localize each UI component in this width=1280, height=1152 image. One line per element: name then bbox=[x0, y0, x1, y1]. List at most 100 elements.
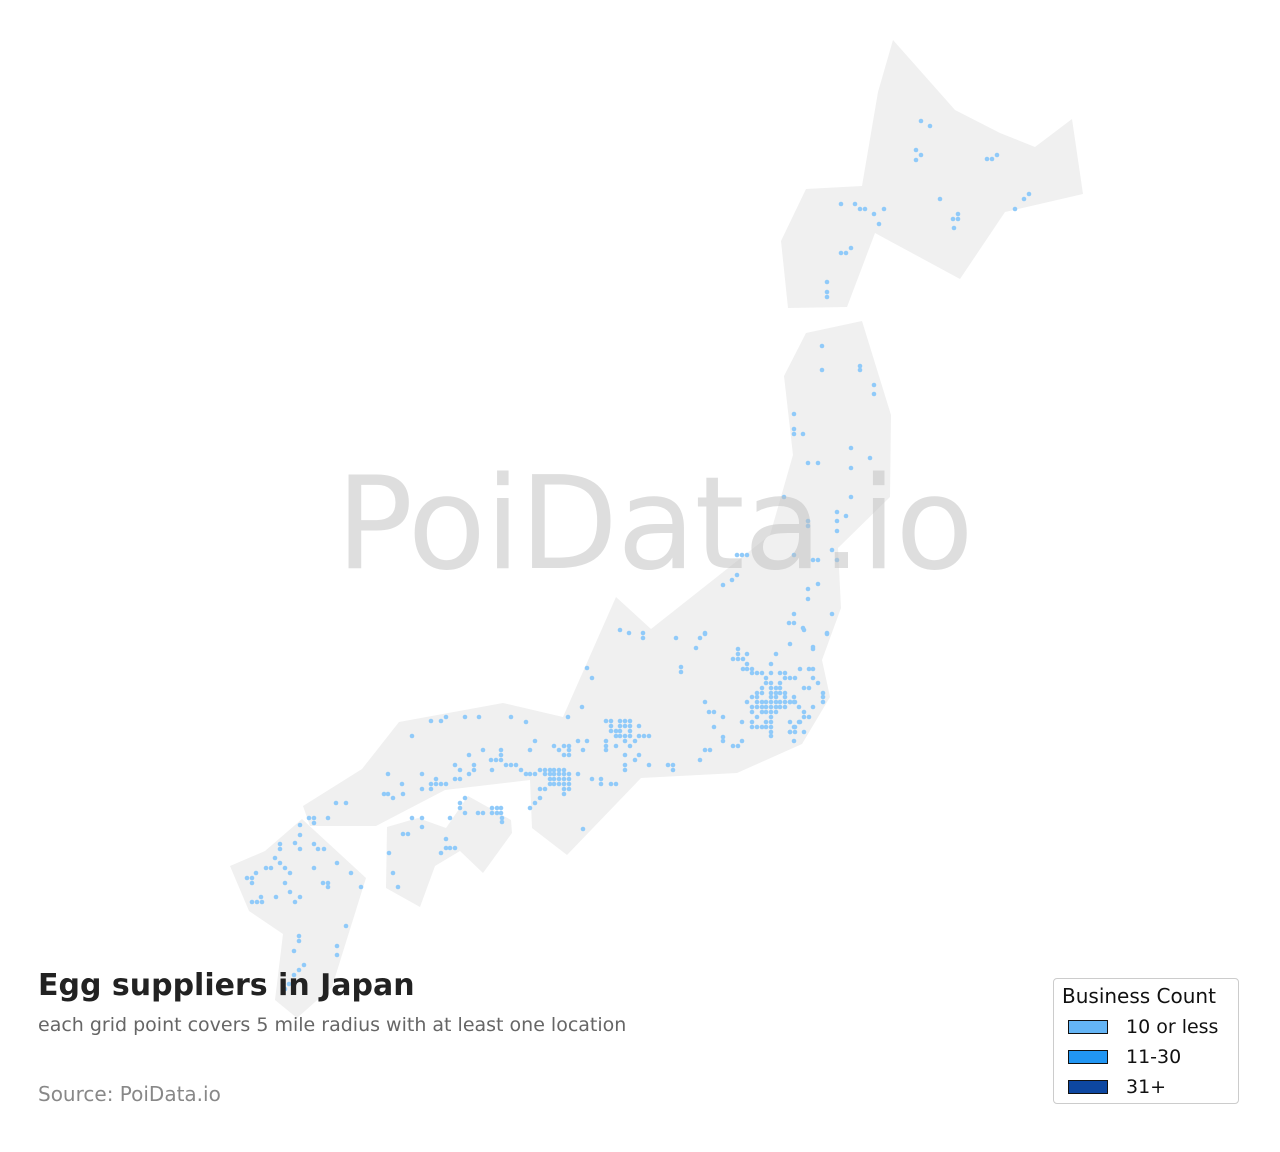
grid-point bbox=[498, 805, 504, 811]
grid-point bbox=[297, 822, 303, 828]
grid-point bbox=[796, 719, 802, 725]
grid-point bbox=[806, 714, 812, 720]
grid-point bbox=[955, 211, 961, 217]
grid-point bbox=[488, 757, 494, 763]
grid-point bbox=[268, 865, 274, 871]
grid-point bbox=[740, 666, 746, 672]
grid-point bbox=[782, 704, 788, 710]
grid-point bbox=[702, 630, 708, 636]
grid-point bbox=[810, 557, 816, 563]
grid-point bbox=[419, 786, 425, 792]
grid-point bbox=[292, 899, 298, 905]
grid-point bbox=[400, 791, 406, 797]
grid-point bbox=[824, 294, 830, 300]
grid-point bbox=[754, 670, 760, 676]
grid-point bbox=[385, 791, 391, 797]
grid-point bbox=[498, 810, 504, 816]
grid-point bbox=[603, 747, 609, 753]
grid-point bbox=[768, 724, 774, 730]
grid-point bbox=[754, 704, 760, 710]
grid-point bbox=[815, 557, 821, 563]
grid-point bbox=[471, 767, 477, 773]
grid-point bbox=[333, 800, 339, 806]
grid-point bbox=[334, 952, 340, 958]
grid-point bbox=[810, 666, 816, 672]
grid-point bbox=[754, 690, 760, 696]
land-hokkaido bbox=[781, 40, 1083, 308]
grid-point bbox=[561, 743, 567, 749]
grid-point bbox=[547, 776, 553, 782]
grid-point bbox=[857, 206, 863, 212]
grid-point bbox=[744, 699, 750, 705]
grid-point bbox=[287, 870, 293, 876]
grid-point bbox=[561, 776, 567, 782]
grid-point bbox=[617, 723, 623, 729]
grid-point bbox=[791, 411, 797, 417]
grid-point bbox=[759, 690, 765, 696]
grid-point bbox=[754, 724, 760, 730]
grid-point bbox=[613, 743, 619, 749]
legend: Business Count 10 or less 11-30 31+ bbox=[1053, 978, 1239, 1104]
grid-point bbox=[739, 719, 745, 725]
legend-item-mid: 11-30 bbox=[1068, 1046, 1181, 1068]
grid-point bbox=[475, 810, 481, 816]
grid-point bbox=[749, 704, 755, 710]
grid-point bbox=[311, 820, 317, 826]
grid-point bbox=[744, 651, 750, 657]
grid-point bbox=[443, 845, 449, 851]
grid-point bbox=[603, 738, 609, 744]
grid-point bbox=[768, 699, 774, 705]
grid-point bbox=[759, 699, 765, 705]
grid-point bbox=[608, 781, 614, 787]
grid-point bbox=[730, 656, 736, 662]
grid-point bbox=[646, 733, 652, 739]
grid-point bbox=[580, 826, 586, 832]
grid-point bbox=[641, 733, 647, 739]
grid-point bbox=[791, 426, 797, 432]
grid-point bbox=[782, 694, 788, 700]
grid-point bbox=[584, 738, 590, 744]
grid-point bbox=[768, 694, 774, 700]
grid-point bbox=[489, 810, 495, 816]
grid-point bbox=[277, 841, 283, 847]
grid-point bbox=[984, 156, 990, 162]
grid-point bbox=[494, 805, 500, 811]
grid-point bbox=[419, 824, 425, 830]
grid-point bbox=[678, 669, 684, 675]
grid-point bbox=[489, 767, 495, 773]
grid-point bbox=[589, 776, 595, 782]
grid-point bbox=[321, 846, 327, 852]
grid-point bbox=[462, 810, 468, 816]
grid-point bbox=[801, 709, 807, 715]
grid-point bbox=[452, 762, 458, 768]
grid-point bbox=[749, 666, 755, 672]
grid-point bbox=[819, 367, 825, 373]
grid-point bbox=[343, 800, 349, 806]
grid-point bbox=[749, 670, 755, 676]
grid-point bbox=[829, 611, 835, 617]
grid-point bbox=[848, 245, 854, 251]
grid-point bbox=[697, 757, 703, 763]
grid-point bbox=[523, 771, 529, 777]
grid-point bbox=[800, 431, 806, 437]
grid-point bbox=[665, 762, 671, 768]
grid-point bbox=[951, 225, 957, 231]
grid-point bbox=[259, 899, 265, 905]
grid-point bbox=[670, 767, 676, 773]
legend-item-high: 31+ bbox=[1068, 1076, 1166, 1098]
grid-point bbox=[806, 666, 812, 672]
grid-point bbox=[282, 865, 288, 871]
map-title: Egg suppliers in Japan bbox=[38, 968, 415, 1003]
grid-point bbox=[702, 747, 708, 753]
source-note: Source: PoiData.io bbox=[38, 1082, 221, 1106]
grid-point bbox=[457, 805, 463, 811]
grid-point bbox=[325, 880, 331, 886]
grid-point bbox=[498, 752, 504, 758]
grid-point bbox=[443, 781, 449, 787]
grid-point bbox=[551, 771, 557, 777]
grid-point bbox=[777, 690, 783, 696]
grid-point bbox=[249, 875, 255, 881]
grid-point bbox=[994, 152, 1000, 158]
grid-point bbox=[613, 781, 619, 787]
grid-point bbox=[508, 762, 514, 768]
